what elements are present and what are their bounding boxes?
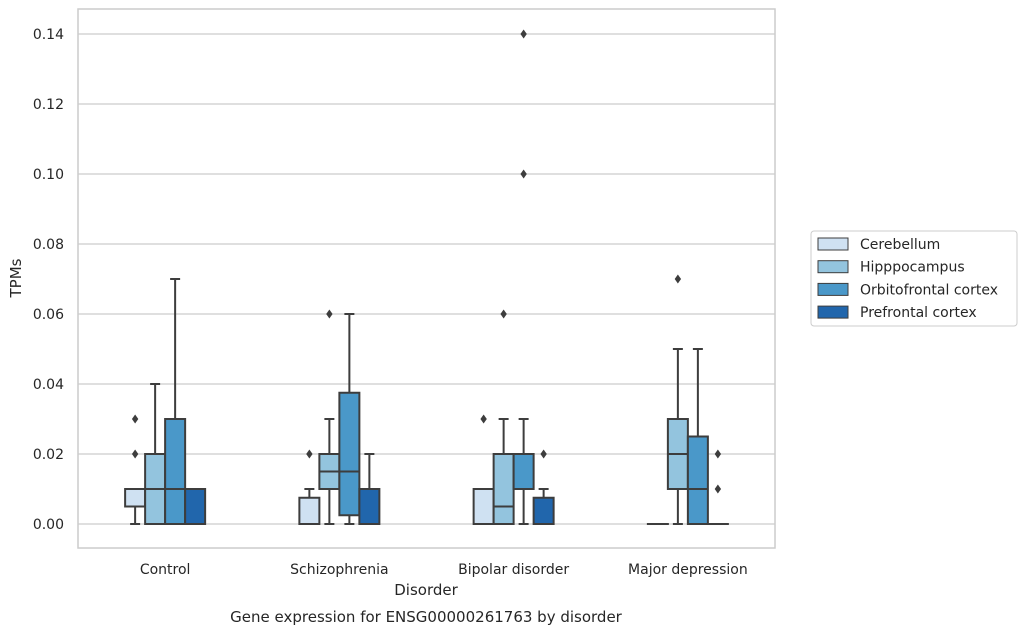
- box-body: [125, 489, 145, 507]
- box-cerebellum: [125, 415, 145, 525]
- box-orbitofrontal-cortex: [688, 349, 708, 524]
- box-hipppocampus: [145, 384, 165, 524]
- box-orbitofrontal-cortex: [339, 314, 359, 524]
- box-hipppocampus: [494, 310, 514, 525]
- legend-swatch: [818, 261, 848, 273]
- box-cerebellum: [474, 415, 494, 525]
- x-tick-label: Schizophrenia: [290, 562, 388, 578]
- y-tick-label: 0.02: [33, 447, 64, 463]
- legend-label: Cerebellum: [860, 237, 940, 253]
- outlier-point: [132, 415, 138, 424]
- outlier-point: [306, 450, 312, 459]
- box-body: [339, 393, 359, 516]
- x-tick-label: Bipolar disorder: [458, 562, 569, 578]
- x-tick-labels: Control Schizophrenia Bipolar disorder Majo…: [140, 562, 748, 578]
- y-tick-label: 0.06: [33, 307, 64, 323]
- y-tick-label: 0.12: [33, 97, 64, 113]
- legend-swatch: [818, 306, 848, 318]
- box-body: [165, 419, 185, 524]
- x-tick-label: Major depression: [628, 562, 748, 578]
- outlier-point: [520, 170, 526, 179]
- chart-caption: Gene expression for ENSG00000261763 by d…: [230, 608, 623, 626]
- box-body: [359, 489, 379, 524]
- y-tick-labels: 0.00 0.02 0.04 0.06 0.08 0.10 0.12 0.14: [33, 27, 64, 533]
- y-tick-label: 0.08: [33, 237, 64, 253]
- legend-swatch: [818, 238, 848, 250]
- outlier-point: [715, 450, 721, 459]
- box-prefrontal-cortex: [185, 489, 205, 524]
- box-hipppocampus: [668, 275, 688, 525]
- box-prefrontal-cortex: [359, 454, 379, 524]
- x-axis-label: Disorder: [394, 581, 458, 599]
- legend-label: Prefrontal cortex: [860, 305, 977, 321]
- legend: Cerebellum Hipppocampus Orbitofrontal cort…: [811, 231, 1017, 326]
- y-tick-label: 0.04: [33, 377, 64, 393]
- box-body: [534, 498, 554, 524]
- y-tick-label: 0.14: [33, 27, 64, 43]
- legend-label: Orbitofrontal cortex: [860, 282, 998, 298]
- outlier-point: [675, 275, 681, 284]
- box-body: [299, 498, 319, 524]
- box-prefrontal-cortex: [708, 450, 728, 525]
- x-tick-label: Control: [140, 562, 191, 578]
- box-hipppocampus: [319, 310, 339, 525]
- box-orbitofrontal-cortex: [165, 279, 185, 524]
- legend-label: Hipppocampus: [860, 260, 965, 276]
- y-tick-label: 0.10: [33, 167, 64, 183]
- outlier-point: [540, 450, 546, 459]
- box-cerebellum: [299, 450, 319, 525]
- outlier-point: [326, 310, 332, 319]
- outlier-point: [500, 310, 506, 319]
- box-body: [494, 454, 514, 524]
- y-axis-label: TPMs: [7, 258, 25, 298]
- outlier-point: [715, 485, 721, 494]
- box-body: [185, 489, 205, 524]
- box-prefrontal-cortex: [534, 450, 554, 525]
- outlier-point: [480, 415, 486, 424]
- y-tick-label: 0.00: [33, 517, 64, 533]
- box-body: [474, 489, 494, 524]
- legend-swatch: [818, 283, 848, 295]
- outlier-point: [132, 450, 138, 459]
- box-body: [514, 454, 534, 489]
- outlier-point: [520, 30, 526, 39]
- box-body: [688, 437, 708, 525]
